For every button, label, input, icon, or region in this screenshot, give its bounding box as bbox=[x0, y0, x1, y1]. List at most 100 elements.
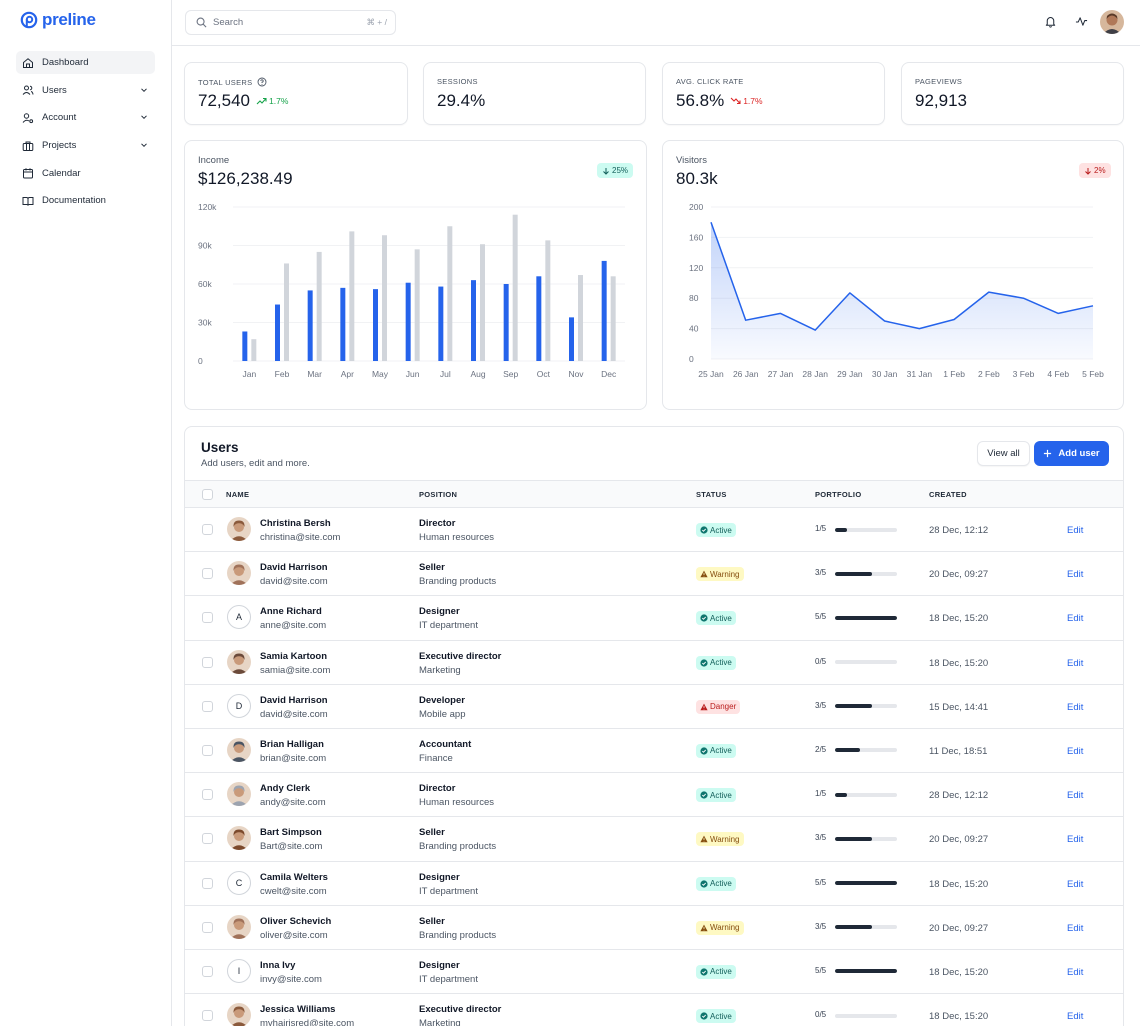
chevron-down-icon[interactable] bbox=[139, 85, 149, 95]
data-point-9[interactable] bbox=[1021, 296, 1026, 301]
bar-mar-s0[interactable] bbox=[307, 290, 313, 361]
bar-dec-s0[interactable] bbox=[601, 260, 607, 361]
data-point-2[interactable] bbox=[778, 311, 783, 316]
portfolio-progress-fill bbox=[835, 881, 897, 885]
row-checkbox[interactable] bbox=[202, 921, 213, 933]
data-point-0[interactable] bbox=[709, 220, 714, 225]
search-input[interactable] bbox=[213, 17, 343, 28]
chevron-down-icon[interactable] bbox=[139, 140, 149, 150]
data-point-1[interactable] bbox=[743, 318, 748, 323]
avatar: I bbox=[227, 958, 251, 983]
edit-link[interactable]: Edit bbox=[1067, 1011, 1084, 1023]
bar-may-s0[interactable] bbox=[373, 289, 378, 361]
activity-icon[interactable] bbox=[1075, 15, 1088, 28]
edit-link[interactable]: Edit bbox=[1067, 834, 1084, 846]
bar-apr-s0[interactable] bbox=[340, 287, 346, 361]
bar-feb-s0[interactable] bbox=[275, 304, 280, 361]
row-checkbox[interactable] bbox=[202, 700, 213, 712]
bar-apr-s1[interactable] bbox=[349, 231, 355, 361]
bar-mar-s1[interactable] bbox=[316, 251, 322, 361]
portfolio-count: 1/5 bbox=[815, 789, 827, 799]
sidebar-item-account[interactable]: Account bbox=[16, 106, 155, 129]
view-all-button[interactable]: View all bbox=[977, 441, 1030, 466]
users-table-card: Users Add users, edit and more. View all… bbox=[184, 426, 1124, 1026]
column-name[interactable]: NAME bbox=[226, 490, 250, 499]
edit-link[interactable]: Edit bbox=[1067, 745, 1084, 757]
edit-link[interactable]: Edit bbox=[1067, 613, 1084, 625]
row-checkbox[interactable] bbox=[202, 524, 213, 535]
plus-icon bbox=[1044, 449, 1052, 458]
bar-sep-s0[interactable] bbox=[503, 284, 509, 361]
edit-link[interactable]: Edit bbox=[1067, 790, 1084, 802]
sidebar-item-label: Calendar bbox=[42, 167, 81, 179]
users-icon bbox=[22, 84, 34, 96]
sidebar-nav: Dashboard Users Account Projects Calendar Doc… bbox=[16, 51, 155, 217]
bar-jun-s1[interactable] bbox=[414, 249, 420, 361]
created-date: 20 Dec, 09:27 bbox=[929, 569, 989, 581]
row-checkbox[interactable] bbox=[202, 789, 213, 801]
bar-jan-s0[interactable] bbox=[242, 331, 248, 361]
column-created[interactable]: CREATED bbox=[929, 490, 967, 499]
data-point-7[interactable] bbox=[952, 317, 957, 322]
brand-logo[interactable]: preline bbox=[20, 10, 96, 30]
avatar bbox=[227, 517, 251, 541]
bar-sep-s1[interactable] bbox=[512, 214, 518, 361]
edit-link[interactable]: Edit bbox=[1067, 878, 1084, 890]
avatar-initial: D bbox=[235, 700, 243, 711]
data-point-6[interactable] bbox=[917, 326, 922, 331]
bar-feb-s1[interactable] bbox=[284, 263, 289, 361]
sidebar-item-calendar[interactable]: Calendar bbox=[16, 162, 155, 185]
visitors-line[interactable] bbox=[710, 221, 1094, 331]
help-circle-icon[interactable] bbox=[257, 77, 267, 87]
row-checkbox[interactable] bbox=[202, 1010, 213, 1022]
bar-jun-s0[interactable] bbox=[405, 282, 411, 361]
column-position[interactable]: POSITION bbox=[419, 490, 458, 499]
select-all-checkbox[interactable] bbox=[202, 489, 213, 500]
data-point-3[interactable] bbox=[813, 328, 818, 333]
avatar: A bbox=[227, 605, 251, 630]
bar-nov-s1[interactable] bbox=[578, 275, 583, 361]
edit-link[interactable]: Edit bbox=[1067, 569, 1084, 581]
sidebar-item-dashboard[interactable]: Dashboard bbox=[16, 51, 155, 74]
sidebar-item-documentation[interactable]: Documentation bbox=[16, 189, 155, 212]
bar-nov-s0[interactable] bbox=[569, 317, 574, 361]
row-checkbox[interactable] bbox=[202, 744, 213, 756]
bar-jan-s1[interactable] bbox=[251, 339, 257, 361]
bar-aug-s0[interactable] bbox=[471, 280, 476, 361]
edit-link[interactable]: Edit bbox=[1067, 922, 1084, 934]
row-checkbox[interactable] bbox=[202, 965, 213, 977]
row-checkbox[interactable] bbox=[202, 877, 213, 889]
user-avatar[interactable] bbox=[1100, 10, 1124, 34]
edit-link[interactable]: Edit bbox=[1067, 657, 1084, 669]
data-point-8[interactable] bbox=[986, 290, 991, 295]
sidebar-item-users[interactable]: Users bbox=[16, 79, 155, 102]
data-point-11[interactable] bbox=[1091, 303, 1096, 308]
edit-link[interactable]: Edit bbox=[1067, 966, 1084, 978]
visitors-area-fill bbox=[711, 222, 1093, 359]
edit-link[interactable]: Edit bbox=[1067, 525, 1084, 536]
bar-dec-s1[interactable] bbox=[610, 276, 616, 361]
data-point-10[interactable] bbox=[1056, 311, 1061, 316]
bar-oct-s0[interactable] bbox=[536, 276, 542, 361]
bar-oct-s1[interactable] bbox=[545, 240, 551, 361]
column-portfolio[interactable]: PORTFOLIO bbox=[815, 490, 862, 499]
bar-may-s1[interactable] bbox=[382, 235, 387, 361]
row-checkbox[interactable] bbox=[202, 568, 213, 580]
sidebar-item-projects[interactable]: Projects bbox=[16, 134, 155, 157]
avatar bbox=[227, 914, 251, 939]
edit-link[interactable]: Edit bbox=[1067, 701, 1084, 713]
bar-aug-s1[interactable] bbox=[480, 244, 485, 361]
chevron-down-icon[interactable] bbox=[139, 112, 149, 122]
bell-icon[interactable] bbox=[1044, 15, 1057, 28]
row-checkbox[interactable] bbox=[202, 612, 213, 624]
bar-jul-s0[interactable] bbox=[438, 286, 444, 361]
bar-jul-s1[interactable] bbox=[447, 226, 453, 361]
row-checkbox[interactable] bbox=[202, 656, 213, 668]
row-checkbox[interactable] bbox=[202, 833, 213, 845]
add-user-button[interactable]: Add user bbox=[1034, 441, 1109, 466]
data-point-5[interactable] bbox=[882, 319, 887, 324]
data-point-4[interactable] bbox=[847, 290, 852, 295]
status-text: Active bbox=[710, 1011, 732, 1021]
column-status[interactable]: STATUS bbox=[696, 490, 727, 499]
search-box[interactable]: ⌘ + / bbox=[185, 10, 396, 35]
